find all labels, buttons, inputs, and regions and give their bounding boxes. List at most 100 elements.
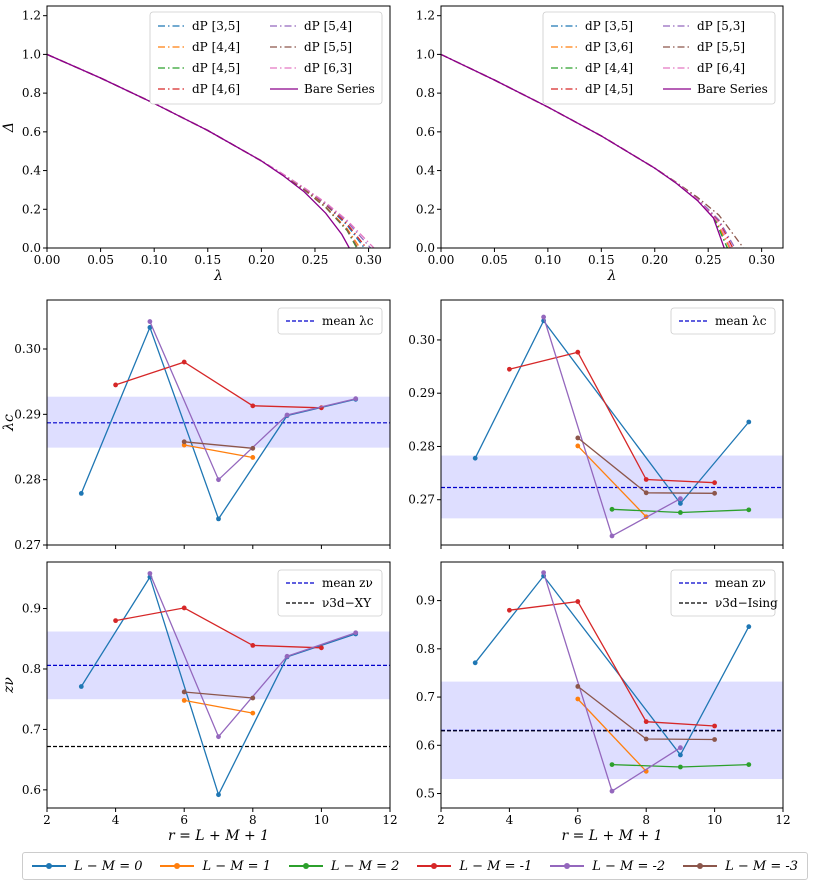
data-point	[712, 723, 717, 729]
legend-label: mean λc	[322, 314, 374, 328]
data-point	[78, 490, 84, 496]
x-tick-label: 0.25	[695, 253, 722, 267]
data-point	[216, 734, 221, 740]
data-point	[284, 412, 290, 418]
data-point	[575, 349, 581, 355]
data-point	[609, 762, 615, 767]
legend-swatch	[417, 863, 452, 869]
legend-label: ν3d−Ising	[715, 596, 778, 610]
legend-label: dP [3,5]	[192, 19, 240, 33]
series-line	[509, 600, 715, 727]
data-point	[181, 605, 187, 611]
x-tick-label: 0.00	[34, 253, 61, 267]
panel-legend	[277, 569, 383, 617]
axes-frame	[46, 299, 391, 546]
series-line	[184, 691, 253, 699]
data-point	[216, 792, 221, 798]
x-tick-label: 8	[249, 813, 257, 827]
legend-label: dP [4,4]	[585, 61, 633, 75]
panel-bottom-left: 0.6 0.7 0.8 0.9 2 4 6 8 10 12 r = L + M + 1 zν mean …	[1, 561, 398, 844]
y-tick-label: 0.9	[416, 594, 435, 608]
legend-label: dP [5,5]	[304, 40, 352, 54]
x-tick-label: 0.10	[141, 253, 168, 267]
legend-label: ν3d−XY	[322, 596, 372, 610]
panel-top-left: 0.0 0.2 0.4 0.6 0.8 1.0 1.2 0.00 0.05 0.10 0.15 0.2…	[1, 5, 391, 284]
legend-label: mean λc	[715, 314, 767, 328]
x-tick-label: 0.30	[355, 253, 382, 267]
data-point	[284, 653, 290, 659]
y-tick-label: 1.0	[22, 47, 41, 61]
legend-item-lm-1: L − M = -1	[417, 859, 532, 874]
legend-label: L − M = -3	[725, 858, 799, 874]
data-point	[216, 477, 221, 483]
legend-item-lm-3: L − M = -3	[683, 859, 798, 874]
y-tick-label: 0.30	[408, 333, 435, 347]
data-point	[507, 366, 512, 372]
y-tick-label: 0.29	[14, 407, 41, 421]
y-tick-label: 1.2	[416, 9, 435, 23]
data-point	[250, 455, 256, 460]
legend-item-lm1: L − M = 1	[160, 859, 271, 874]
axes-frame	[440, 299, 784, 546]
series-line	[441, 53, 725, 248]
data-point	[181, 698, 187, 703]
data-point	[472, 660, 478, 666]
series-line	[184, 444, 253, 459]
y-tick-label: 0.6	[22, 783, 41, 797]
legend-label: mean zν	[715, 576, 766, 590]
x-axis-label: λ	[607, 268, 617, 284]
panel-bottom-right: 0.5 0.6 0.7 0.8 0.9 2 4 6 8 10 12 r = L + M + 1 mean…	[416, 561, 791, 844]
data-point	[678, 745, 683, 751]
data-point	[250, 643, 256, 648]
data-point	[678, 764, 683, 770]
x-axis-label: λ	[213, 268, 223, 284]
data-point	[746, 507, 752, 513]
series-line	[577, 698, 647, 772]
x-tick-label: 4	[506, 813, 514, 827]
shared-legend: L − M = 0 L − M = 1 L − M = 2 L − M = -1…	[22, 852, 808, 880]
data-point	[181, 689, 187, 695]
data-point	[250, 695, 256, 701]
data-point	[575, 435, 581, 441]
legend-label: Bare Series	[697, 82, 768, 96]
data-point	[353, 396, 359, 402]
y-tick-label: 0.27	[408, 493, 435, 507]
data-point	[678, 510, 683, 515]
x-tick-label: 12	[775, 813, 790, 827]
y-tick-label: 0.6	[22, 125, 41, 139]
data-point	[216, 516, 221, 522]
y-tick-label: 0.8	[416, 86, 435, 100]
axes-frame	[46, 561, 391, 809]
data-point	[746, 419, 752, 425]
x-tick-label: 2	[43, 813, 51, 827]
y-tick-label: 0.2	[416, 202, 435, 216]
data-point	[319, 645, 324, 651]
y-axis-label: Δ	[1, 122, 17, 133]
data-point	[643, 490, 649, 496]
y-tick-label: 0.28	[14, 473, 41, 487]
legend-label: dP [4,4]	[192, 40, 240, 54]
legend-label: L − M = 1	[202, 858, 271, 874]
data-point	[472, 455, 478, 461]
x-tick-label: 0.05	[481, 253, 508, 267]
legend-label: dP [3,5]	[585, 19, 633, 33]
data-point	[643, 477, 649, 482]
series-line	[474, 319, 750, 505]
y-tick-label: 0.28	[408, 439, 435, 453]
legend-label: dP [3,6]	[585, 40, 633, 54]
legend-label: dP [6,3]	[304, 61, 352, 75]
y-axis-label: zν	[1, 677, 17, 694]
y-tick-label: 0.4	[416, 164, 435, 178]
x-tick-label: 0.10	[535, 253, 562, 267]
series-line	[115, 361, 322, 409]
data-point	[609, 533, 615, 539]
legend-label: mean zν	[322, 576, 373, 590]
legend-swatch	[288, 863, 323, 869]
legend-swatch	[550, 863, 585, 869]
data-point	[746, 624, 752, 630]
x-tick-label: 10	[707, 813, 722, 827]
legend-swatch	[683, 863, 718, 869]
y-tick-label: 0.8	[22, 86, 41, 100]
x-axis-label: r = L + M + 1	[561, 828, 662, 844]
panel-legend	[670, 569, 776, 617]
